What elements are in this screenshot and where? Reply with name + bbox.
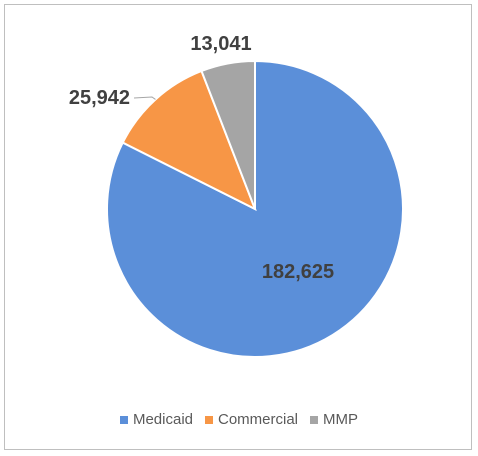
legend-item-mmp: MMP: [310, 411, 358, 428]
pie-slice-mmp: [200, 59, 256, 210]
pie-data-labels: 182,625 25,942 13,041: [69, 33, 334, 283]
legend-swatch-medicaid: [119, 415, 128, 424]
pie-slices: [106, 59, 404, 358]
data-label-commercial: 25,942: [69, 87, 130, 109]
chart-legend: Medicaid Commercial MMP: [0, 411, 478, 428]
data-label-medicaid: 182,625: [262, 261, 334, 283]
legend-label-mmp: MMP: [323, 411, 359, 428]
data-label-mmp: 13,041: [190, 33, 251, 55]
legend-label-medicaid: Medicaid: [132, 411, 193, 428]
legend-swatch-mmp: [310, 415, 319, 424]
legend-swatch-commercial: [205, 415, 213, 424]
legend-item-commercial: Commercial: [205, 411, 298, 428]
legend-label-commercial: Commercial: [218, 411, 299, 428]
legend-item-medicaid: Medicaid: [119, 411, 193, 428]
pie-slice-commercial: [121, 69, 257, 212]
leader-line-commercial: [133, 96, 156, 100]
